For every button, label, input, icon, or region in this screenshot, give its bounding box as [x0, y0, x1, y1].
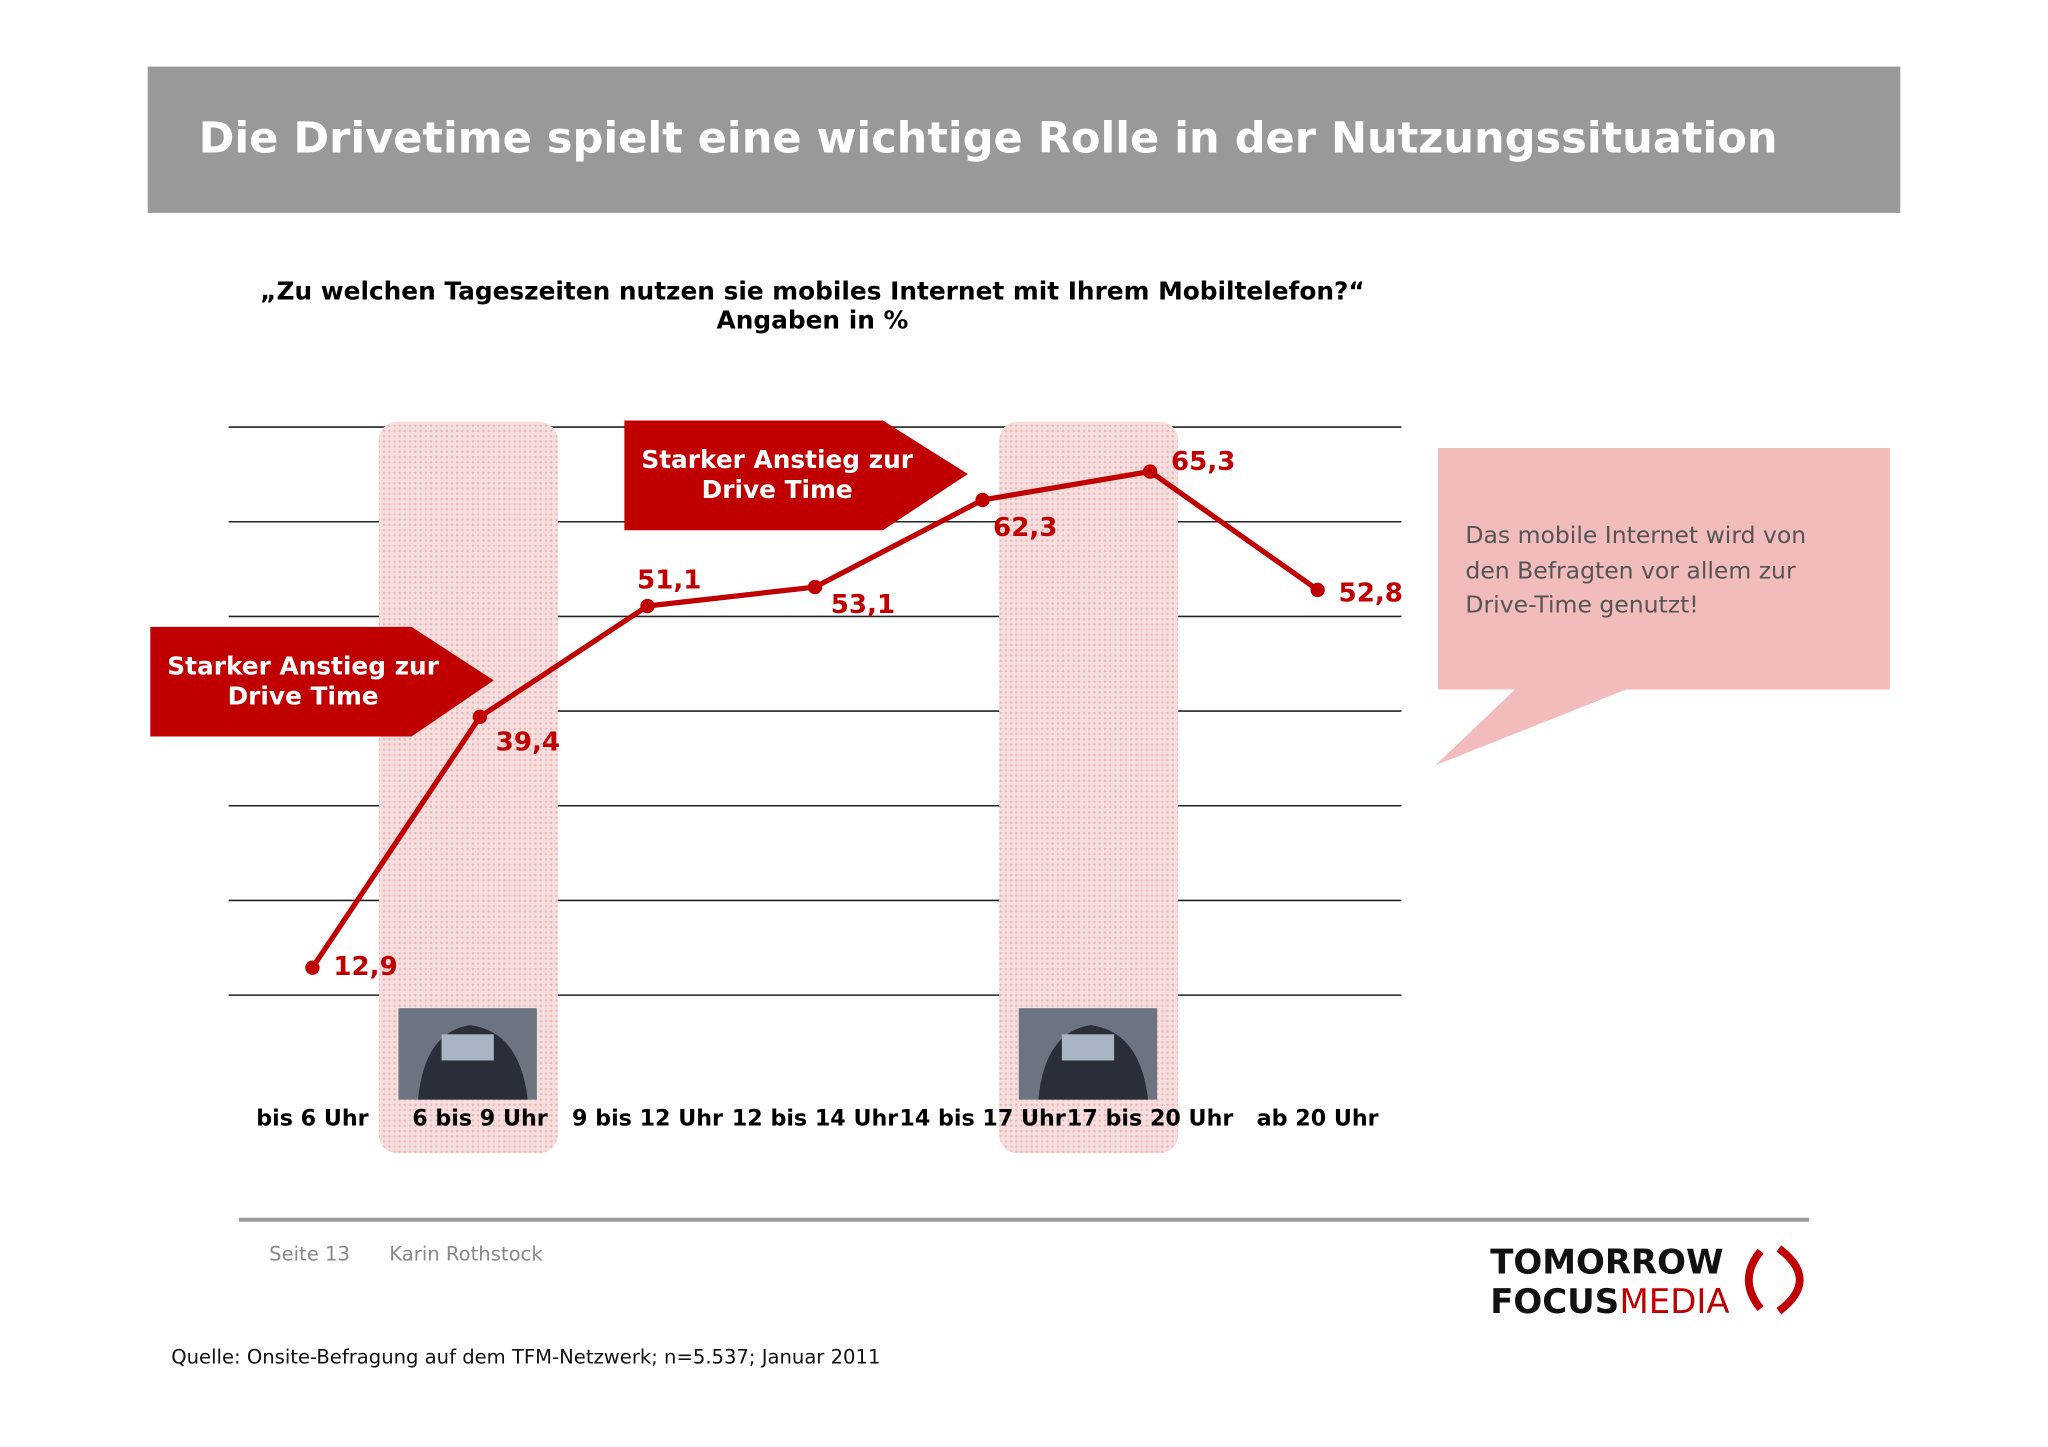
logo-text: FOCUS	[1490, 1282, 1619, 1322]
data-label: 53,1	[831, 590, 895, 620]
callout-box	[1435, 447, 1890, 766]
logo-text: MEDIA	[1620, 1282, 1730, 1322]
page-number: Seite 13	[269, 1243, 350, 1266]
x-tick-label: 17 bis 20 Uhr	[1067, 1106, 1233, 1132]
x-tick-label: 12 bis 14 Uhr	[732, 1106, 898, 1132]
x-tick-label: bis 6 Uhr	[256, 1106, 368, 1132]
annotation: Starker Anstieg zur	[641, 445, 913, 474]
data-label: 62,3	[993, 513, 1057, 543]
callout-text: den Befragten vor allem zur	[1465, 557, 1796, 585]
x-tick-label: 9 bis 12 Uhr	[572, 1106, 723, 1132]
x-tick-label: 6 bis 9 Uhr	[412, 1106, 548, 1132]
source: Quelle: Onsite-Befragung auf dem TFM-Net…	[171, 1346, 880, 1369]
highlight-band	[999, 421, 1179, 1154]
data-label: 51,1	[637, 566, 701, 596]
x-tick-label: 14 bis 17 Uhr	[899, 1106, 1065, 1132]
data-point	[305, 960, 320, 975]
logo-text: TOMORROW	[1490, 1243, 1723, 1283]
data-point	[640, 598, 655, 614]
data-point	[975, 492, 990, 508]
title: Die Drivetime spielt eine wichtige Rolle…	[199, 114, 1778, 164]
data-label: 52,8	[1339, 578, 1403, 608]
subtitle: „Zu welchen Tageszeiten nutzen sie mobil…	[260, 277, 1365, 306]
data-point	[1142, 464, 1158, 479]
data-label: 65,3	[1171, 447, 1235, 477]
title-bar	[147, 66, 1901, 213]
train-icon	[1018, 1008, 1158, 1100]
x-tick-label: ab 20 Uhr	[1257, 1106, 1379, 1132]
data-point	[807, 579, 823, 595]
annotation: Drive Time	[702, 475, 853, 504]
logo-mark	[1745, 1248, 1764, 1312]
annotation: Drive Time	[228, 681, 379, 710]
logo-mark	[1776, 1245, 1804, 1315]
author: Karin Rothstock	[389, 1243, 543, 1266]
data-label: 12,9	[333, 952, 397, 982]
highlight-band	[378, 421, 558, 1154]
data-point	[472, 709, 488, 724]
data-point	[1310, 582, 1325, 598]
annotation-arrow	[624, 420, 968, 531]
train-icon	[398, 1008, 537, 1100]
subtitle: Angaben in %	[717, 305, 909, 334]
data-label: 39,4	[496, 727, 560, 757]
callout-text: Drive-Time genutzt!	[1465, 590, 1698, 618]
annotation-arrow	[150, 626, 494, 737]
annotation: Starker Anstieg zur	[167, 651, 439, 680]
callout-text: Das mobile Internet wird von	[1465, 521, 1806, 549]
